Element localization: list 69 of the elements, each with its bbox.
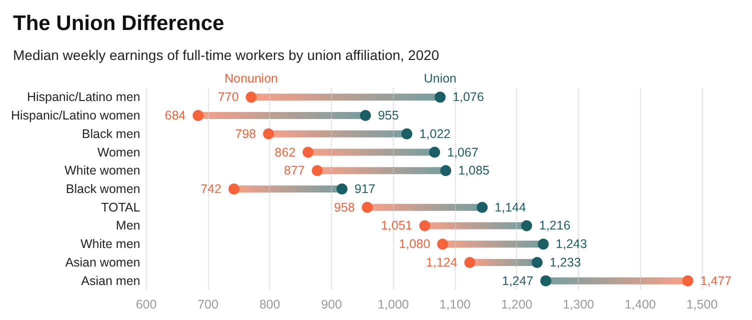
x-tick-label: 600 (136, 298, 157, 312)
data-label: 1,085 (458, 164, 490, 178)
data-label: 1,067 (447, 145, 478, 160)
point (360, 110, 371, 122)
series-label: Nonunion (224, 72, 278, 86)
x-tick-label: 1,500 (686, 298, 718, 312)
data-label: 917 (354, 182, 376, 196)
point (540, 275, 552, 286)
point (476, 202, 488, 213)
data-label: 1,247 (502, 274, 534, 288)
x-tick-label: 1,000 (378, 298, 409, 312)
point (362, 202, 373, 213)
point (312, 165, 323, 176)
point (336, 184, 348, 194)
point (440, 165, 452, 176)
x-tick-label: 1,200 (501, 298, 532, 312)
point (419, 220, 430, 232)
point (464, 256, 476, 268)
point (429, 146, 440, 158)
point (437, 238, 448, 250)
data-label: 1,022 (419, 126, 451, 141)
x-tick-label: 1,100 (439, 298, 471, 312)
point (538, 238, 549, 250)
data-label: 862 (274, 145, 296, 160)
point (532, 256, 543, 268)
data-label: 877 (284, 164, 305, 178)
series-label: Union (424, 72, 457, 86)
y-tick-label: Asian women (65, 255, 140, 270)
point (434, 92, 446, 103)
data-label: 684 (164, 108, 186, 123)
data-label: 798 (235, 126, 256, 141)
point (401, 128, 412, 140)
data-label: 1,051 (380, 218, 412, 233)
x-tick-label: 800 (259, 298, 280, 312)
y-tick-label: Men (116, 218, 140, 233)
data-label: 1,233 (550, 255, 581, 270)
data-label: 1,076 (452, 90, 484, 104)
data-label: 742 (200, 182, 222, 196)
y-tick-label: Women (97, 145, 140, 160)
y-tick-label: Asian men (81, 274, 140, 288)
chart-subtitle: Median weekly earnings of full-time workers by union affiliation, 2020 (13, 47, 440, 63)
data-label: 1,080 (398, 237, 430, 252)
y-tick-label: Black men (82, 126, 140, 141)
chart-title: The Union Difference (13, 12, 224, 35)
x-tick-label: 900 (321, 298, 342, 312)
point (263, 128, 274, 140)
x-tick-label: 700 (198, 298, 218, 312)
y-tick-label: TOTAL (101, 200, 140, 214)
point (246, 92, 257, 103)
data-label: 1,477 (700, 274, 732, 288)
data-label: 1,243 (556, 237, 588, 252)
y-tick-label: Hispanic/Latino women (10, 108, 140, 123)
data-label: 958 (334, 200, 355, 214)
y-tick-label: White women (64, 164, 140, 178)
x-tick-label: 1,400 (624, 298, 656, 312)
data-label: 1,124 (426, 255, 458, 270)
data-label: 955 (378, 108, 399, 123)
point (192, 110, 204, 122)
data-label: 1,144 (494, 200, 526, 214)
x-tick-label: 1,300 (562, 298, 594, 312)
data-label: 770 (218, 90, 239, 104)
point (302, 146, 314, 158)
data-label: 1,216 (539, 218, 570, 233)
y-tick-label: Hispanic/Latino men (26, 90, 140, 104)
y-tick-label: White men (80, 237, 140, 252)
point (521, 220, 532, 232)
point (682, 275, 694, 286)
point (228, 184, 240, 194)
y-tick-label: Black women (66, 182, 140, 196)
